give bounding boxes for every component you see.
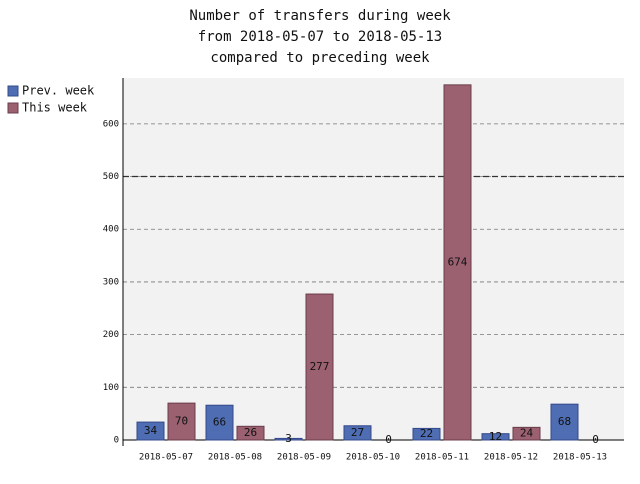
- x-tick-label: 2018-05-10: [346, 453, 400, 463]
- chart-title: Number of transfers during week: [189, 8, 451, 24]
- bar-label: 674: [448, 255, 468, 268]
- bar: [481, 433, 510, 441]
- x-tick-label: 2018-05-12: [484, 453, 538, 463]
- y-tick-label: 100: [103, 383, 119, 393]
- x-tick-label: 2018-05-09: [277, 453, 331, 463]
- bar-label: 0: [385, 433, 392, 446]
- chart-title: compared to preceding week: [210, 50, 430, 66]
- bar: [412, 427, 441, 441]
- x-tick-label: 2018-05-13: [553, 453, 607, 463]
- x-tick-label: 2018-05-11: [415, 453, 469, 463]
- bar: [550, 403, 579, 441]
- bar: [305, 293, 334, 441]
- y-tick-label: 300: [103, 277, 119, 287]
- y-tick-label: 600: [103, 119, 119, 129]
- bar-label: 66: [213, 416, 226, 429]
- bar: [512, 426, 541, 441]
- bar: [167, 402, 196, 441]
- bar-label: 34: [144, 424, 158, 437]
- y-tick-label: 400: [103, 225, 119, 235]
- bar-label: 70: [175, 415, 188, 428]
- bar-label: 277: [310, 360, 330, 373]
- y-tick-label: 200: [103, 330, 119, 340]
- plot-background: [123, 78, 624, 440]
- bar-label: 0: [592, 433, 599, 446]
- bar-label: 27: [351, 426, 364, 439]
- bar-label: 24: [520, 427, 534, 440]
- chart-title: from 2018-05-07 to 2018-05-13: [198, 29, 442, 45]
- x-tick-label: 2018-05-08: [208, 453, 262, 463]
- bar: [136, 421, 165, 441]
- bar-label: 68: [558, 415, 571, 428]
- y-tick-label: 500: [103, 172, 119, 182]
- legend-label: This week: [22, 101, 88, 115]
- x-tick-label: 2018-05-07: [139, 453, 193, 463]
- y-tick-label: 0: [114, 436, 119, 446]
- bar-label: 12: [489, 430, 502, 443]
- bar: [205, 404, 234, 441]
- bar: [443, 84, 472, 441]
- legend-label: Prev. week: [22, 84, 95, 98]
- bar: [236, 425, 265, 441]
- legend-swatch: [7, 85, 19, 97]
- bar-label: 26: [244, 426, 257, 439]
- bar-label: 22: [420, 427, 433, 440]
- bar: [274, 437, 303, 441]
- legend-swatch: [7, 102, 19, 114]
- bar-label: 3: [285, 432, 292, 445]
- bar: [343, 425, 372, 441]
